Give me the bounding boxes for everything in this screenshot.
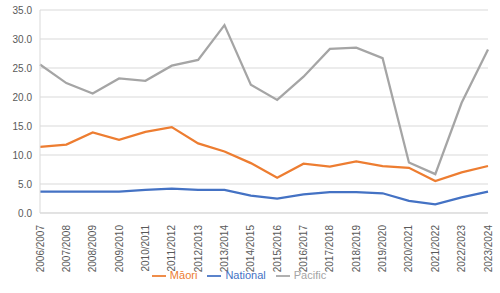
svg-text:2016/2017: 2016/2017 bbox=[298, 225, 309, 273]
svg-text:2013/2014: 2013/2014 bbox=[219, 225, 230, 273]
svg-text:2023/2024: 2023/2024 bbox=[483, 225, 493, 273]
svg-text:35.0: 35.0 bbox=[13, 5, 33, 16]
svg-text:0.0: 0.0 bbox=[18, 208, 32, 219]
svg-text:2022/2023: 2022/2023 bbox=[456, 225, 467, 273]
svg-text:2020/2021: 2020/2021 bbox=[403, 225, 414, 273]
svg-text:2010/2011: 2010/2011 bbox=[140, 225, 151, 272]
svg-text:2017/2018: 2017/2018 bbox=[324, 225, 335, 273]
svg-text:2006/2007: 2006/2007 bbox=[35, 225, 46, 273]
svg-text:10.0: 10.0 bbox=[13, 150, 33, 161]
svg-text:25.0: 25.0 bbox=[13, 63, 33, 74]
html-text:National: National bbox=[225, 269, 266, 281]
svg-text:2019/2020: 2019/2020 bbox=[377, 225, 388, 273]
svg-text:2009/2010: 2009/2010 bbox=[114, 225, 125, 273]
svg-text:2018/2019: 2018/2019 bbox=[351, 225, 362, 273]
html-text:Pacific: Pacific bbox=[293, 269, 327, 281]
svg-text:20.0: 20.0 bbox=[13, 92, 33, 103]
svg-text:2014/2015: 2014/2015 bbox=[245, 225, 256, 273]
svg-text:2021/2022: 2021/2022 bbox=[430, 225, 441, 273]
svg-text:15.0: 15.0 bbox=[13, 121, 33, 132]
svg-text:2011/2012: 2011/2012 bbox=[166, 225, 177, 272]
html-text:Māori: Māori bbox=[169, 269, 198, 281]
svg-text:2012/2013: 2012/2013 bbox=[193, 225, 204, 273]
svg-text:30.0: 30.0 bbox=[13, 34, 33, 45]
svg-text:5.0: 5.0 bbox=[18, 179, 32, 190]
svg-text:2015/2016: 2015/2016 bbox=[272, 225, 283, 273]
svg-text:2008/2009: 2008/2009 bbox=[87, 225, 98, 273]
svg-text:2007/2008: 2007/2008 bbox=[61, 225, 72, 273]
